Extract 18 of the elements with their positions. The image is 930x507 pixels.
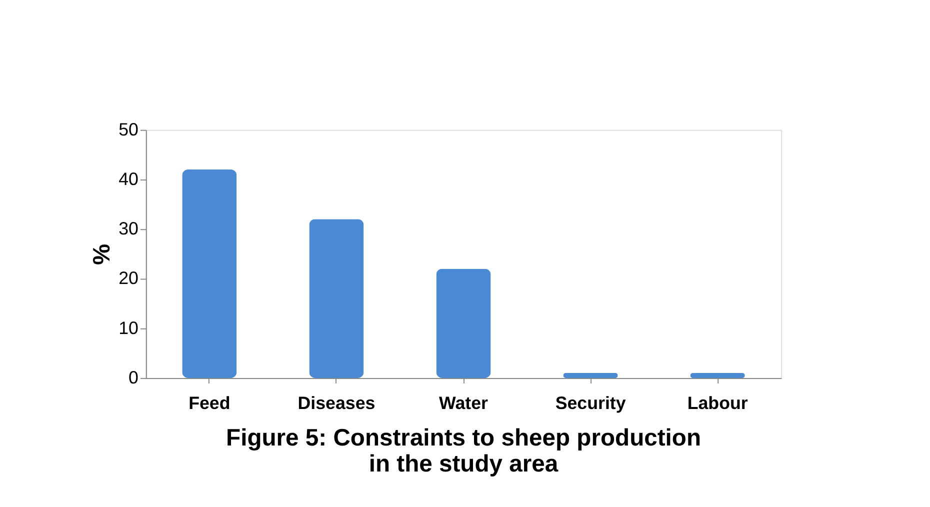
y-tick-label: 0 xyxy=(128,367,139,388)
x-tick-label: Feed xyxy=(188,393,230,414)
bar xyxy=(309,219,364,378)
y-tick-label: 40 xyxy=(118,168,139,189)
y-tick-label: 10 xyxy=(118,318,139,338)
text: Figure 5: Constraints to sheep production in the study area xyxy=(226,424,701,478)
y-tick-label: 30 xyxy=(118,218,139,239)
bar xyxy=(436,268,491,378)
x-tick-label: Water xyxy=(439,393,488,414)
bar xyxy=(690,373,745,378)
bar xyxy=(182,170,237,378)
x-tick-label: Diseases xyxy=(298,393,376,414)
y-axis-title: % xyxy=(88,244,116,265)
x-tick-label: Labour xyxy=(687,393,748,414)
y-tick-label: 20 xyxy=(118,268,139,288)
y-tick-label: 50 xyxy=(118,119,139,140)
x-tick-label: Security xyxy=(555,393,626,414)
bar xyxy=(563,373,618,378)
